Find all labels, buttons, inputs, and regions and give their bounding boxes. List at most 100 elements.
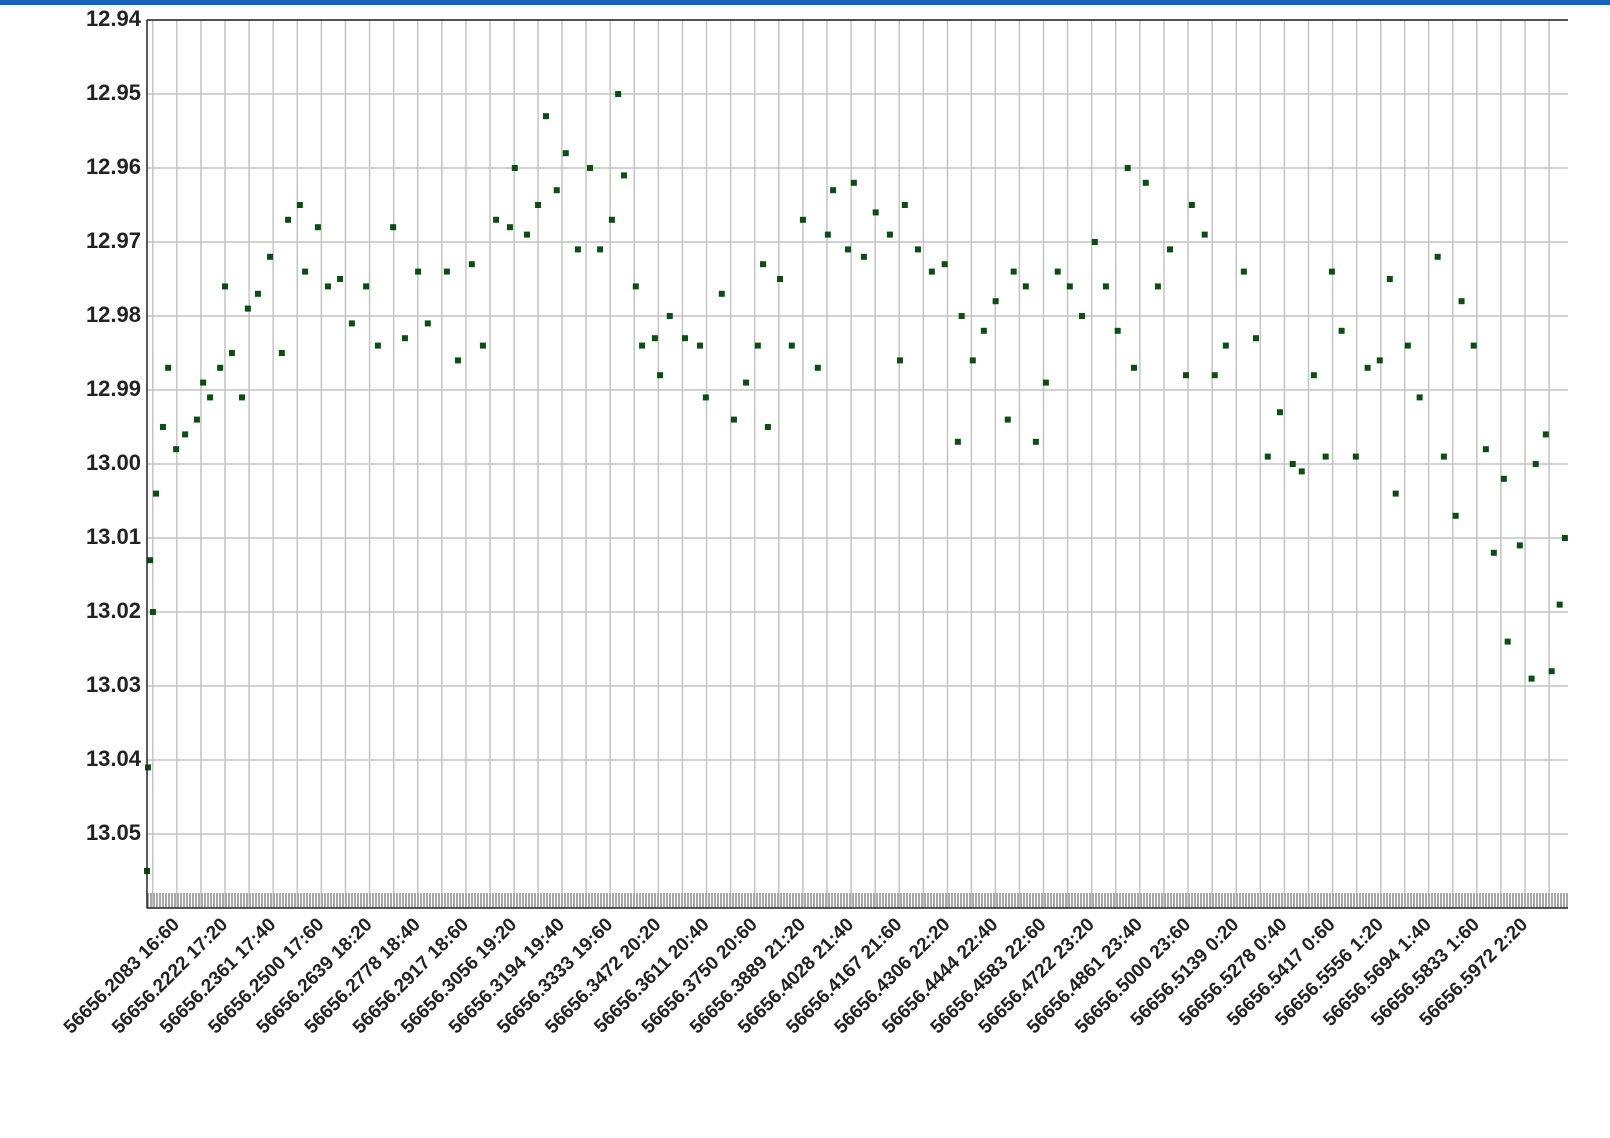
point [1386,276,1393,282]
point [696,342,703,349]
point [1500,475,1507,482]
point [597,246,604,253]
point [337,276,344,282]
point [244,305,251,312]
points [144,91,1568,874]
point [1328,268,1335,275]
point [363,283,370,290]
point [1142,179,1149,186]
point [1376,357,1383,364]
point [1561,535,1568,541]
point [754,342,761,349]
point [615,91,622,97]
point [764,424,771,430]
point [954,438,961,445]
grid [147,19,1568,908]
point [424,320,431,327]
y-tick-label: 12.95 [86,80,141,105]
point [743,379,750,386]
point [1102,283,1109,290]
point [173,446,180,453]
point [651,335,658,342]
point [207,394,214,401]
tick-band [147,893,1568,908]
point [506,224,513,231]
point [1392,490,1399,497]
point [860,253,867,260]
point [1201,231,1208,238]
point [1252,335,1259,342]
point [799,216,806,223]
point [830,187,837,194]
point [702,394,709,401]
point [165,364,172,371]
point [1289,461,1296,467]
point [401,335,408,342]
point [1490,549,1497,556]
point [574,246,581,253]
point [844,246,851,253]
point [200,379,207,386]
point [1022,283,1029,290]
point [992,298,999,305]
point [1264,453,1271,460]
point [1298,468,1305,475]
point [1182,372,1189,379]
point [941,261,948,268]
y-tick-label: 13.05 [86,820,141,845]
point [886,231,893,238]
point [296,202,303,208]
point [621,172,628,179]
y-tick-label: 13.04 [86,746,142,771]
y-tick-label: 12.96 [86,154,141,179]
y-tick-label: 12.99 [86,376,141,401]
point [814,364,821,371]
point [479,342,486,349]
point [718,290,725,297]
point [777,276,784,282]
point [896,357,903,364]
y-tick-label: 12.97 [86,228,141,253]
point [1010,268,1017,275]
point [1440,453,1447,460]
y-tick-label: 13.00 [86,450,141,475]
point [443,268,450,275]
point [1542,431,1549,438]
point [535,202,542,208]
point [1310,372,1317,379]
y-tick-label: 13.03 [86,672,141,697]
point [788,342,795,349]
point [324,283,331,290]
point [390,224,397,231]
point [1548,668,1555,675]
point [454,357,461,364]
point [493,216,500,223]
point [228,350,235,356]
point [914,246,921,253]
point [1211,372,1218,379]
point [639,342,646,349]
point [1078,313,1085,319]
point [285,216,292,223]
tick-labels: 12.94 12.95 12.96 12.97 12.98 12.99 13.00 13.01… [60,6,1532,1038]
point [1091,239,1098,245]
point [1322,453,1329,460]
point [666,313,673,319]
point [1188,202,1195,208]
point [159,424,166,430]
point [632,283,639,290]
point [1516,542,1523,549]
point [1404,342,1411,349]
point [147,557,154,564]
point [1032,438,1039,445]
point [587,165,594,171]
point [901,202,908,208]
point [1222,342,1229,349]
point [314,224,321,231]
point [1458,298,1465,305]
y-tick-label: 12.94 [86,6,142,31]
point [872,209,879,216]
point [1240,268,1247,275]
